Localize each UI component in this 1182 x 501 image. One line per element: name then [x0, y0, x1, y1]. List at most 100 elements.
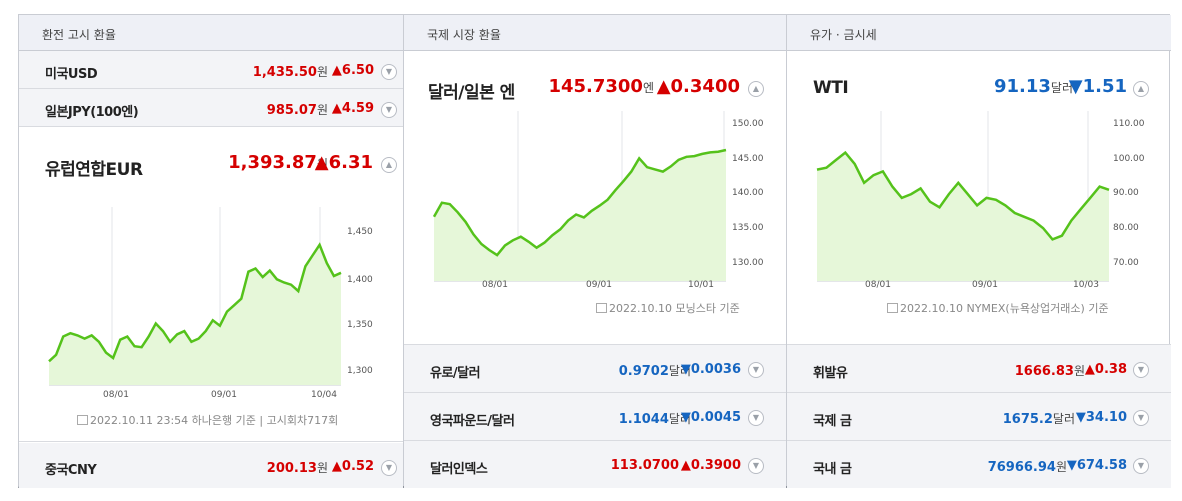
- data-source: 2022.10.10 NYMEX(뉴욕상업거래소) 기준: [887, 300, 1109, 316]
- column-international-rates: 국제 시장 환율 달러/일본 엔 145.7300엔 ▲0.3400 ▲ 150…: [404, 15, 787, 488]
- rate-change: ▲6.50: [331, 63, 374, 78]
- y-tick: 70.00: [1113, 258, 1139, 268]
- chevron-down-icon[interactable]: ▼: [381, 102, 397, 118]
- currency-label: 영국파운드/달러: [430, 414, 515, 429]
- exchange-rate-widget: 환전 고시 환율 미국USD 1,435.50원 ▲6.50 ▼ 일본JPY(1…: [18, 14, 1171, 488]
- document-icon: [77, 415, 88, 425]
- rate-value: 76966.94원: [987, 460, 1067, 475]
- currency-label: 일본JPY(100엔): [45, 105, 139, 120]
- rate-row-intl-gold[interactable]: 국제 금 1675.2달러 ▼34.10 ▼: [787, 393, 1171, 441]
- chart-line: [816, 150, 1110, 241]
- commodity-label: 국제 금: [813, 414, 852, 429]
- x-tick: 09/01: [972, 280, 998, 290]
- rate-row-gasoline[interactable]: 휘발유 1666.83원 ▲0.38 ▼: [787, 345, 1171, 393]
- x-tick: 08/01: [103, 390, 129, 400]
- rate-row-dollar-index[interactable]: 달러인덱스 113.0700 ▲0.3900 ▼: [404, 441, 786, 488]
- rate-row-jpy[interactable]: 일본JPY(100엔) 985.07원 ▲4.59 ▼: [19, 89, 403, 127]
- eur-rate-chart: 1,450 1,400 1,350 1,300 08/01 09/01 10/0…: [48, 207, 373, 400]
- rate-value: 985.07원: [266, 103, 328, 118]
- y-tick: 150.00: [732, 119, 764, 129]
- data-source: 2022.10.11 23:54 하나은행 기준 | 고시회차717회: [77, 412, 338, 428]
- chevron-down-icon[interactable]: ▼: [1133, 362, 1149, 378]
- rate-change: ▼1.51: [1068, 76, 1127, 97]
- rate-value: 1675.2달러: [1002, 412, 1075, 427]
- x-tick: 08/01: [865, 280, 891, 290]
- chevron-down-icon[interactable]: ▼: [381, 64, 397, 80]
- chevron-down-icon[interactable]: ▼: [748, 362, 764, 378]
- rate-change: ▼0.0036: [680, 362, 741, 377]
- y-tick: 1,300: [347, 366, 373, 376]
- chart-area: [817, 152, 1109, 281]
- rate-change: ▼674.58: [1066, 458, 1127, 473]
- commodity-label: WTI: [813, 78, 849, 98]
- rate-value: 1,435.50원: [252, 65, 328, 80]
- chart-line: [48, 242, 342, 363]
- x-tick: 10/01: [688, 280, 714, 290]
- commodity-label: 국내 금: [813, 462, 852, 477]
- section-header: 국제 시장 환율: [404, 15, 786, 51]
- currency-label: 중국CNY: [45, 463, 97, 478]
- x-tick: 10/03: [1073, 280, 1099, 290]
- currency-label: 유로/달러: [430, 366, 481, 381]
- rate-row-domestic-gold[interactable]: 국내 금 76966.94원 ▼674.58 ▼: [787, 441, 1171, 488]
- chevron-up-icon[interactable]: ▲: [748, 81, 764, 97]
- rate-row-cny[interactable]: 중국CNY 200.13원 ▲0.52 ▼: [19, 443, 403, 488]
- y-tick: 135.00: [732, 223, 764, 233]
- y-tick: 110.00: [1113, 119, 1145, 129]
- rate-value: 113.0700: [610, 458, 679, 473]
- chevron-up-icon[interactable]: ▲: [381, 157, 397, 173]
- rate-value: 91.13달러: [993, 76, 1073, 97]
- y-tick: 1,450: [347, 227, 373, 237]
- y-tick: 130.00: [732, 258, 764, 268]
- rate-row-eurusd[interactable]: 유로/달러 0.9702달러 ▼0.0036 ▼: [404, 345, 786, 393]
- rate-panel-eur: 유럽연합EUR 1,393.87원 ▲6.31 ▲ 1,450 1,400 1,…: [19, 127, 403, 442]
- rate-value: 1,393.87원: [228, 152, 328, 173]
- y-tick: 1,350: [347, 320, 373, 330]
- rate-row-usd[interactable]: 미국USD 1,435.50원 ▲6.50 ▼: [19, 51, 403, 89]
- rate-value: 0.9702달러: [618, 364, 691, 379]
- rate-panel-usdjpy: 달러/일본 엔 145.7300엔 ▲0.3400 ▲ 150.00 145.0…: [404, 51, 786, 345]
- y-tick: 90.00: [1113, 188, 1139, 198]
- chevron-down-icon[interactable]: ▼: [748, 458, 764, 474]
- section-header: 유가 · 금시세: [787, 15, 1171, 51]
- chevron-up-icon[interactable]: ▲: [1133, 81, 1149, 97]
- rate-change: ▲0.38: [1084, 362, 1127, 377]
- rate-change: ▼0.0045: [680, 410, 741, 425]
- column-exchange-notice: 환전 고시 환율 미국USD 1,435.50원 ▲6.50 ▼ 일본JPY(1…: [19, 15, 404, 488]
- rate-change: ▲0.52: [331, 459, 374, 474]
- chart-line: [432, 148, 727, 257]
- rate-change: ▲0.3400: [656, 76, 740, 97]
- data-source: 2022.10.10 모닝스타 기준: [596, 300, 740, 316]
- y-tick: 100.00: [1113, 154, 1145, 164]
- currency-label: 달러인덱스: [430, 462, 488, 477]
- currency-label: 달러/일본 엔: [428, 83, 515, 103]
- rate-panel-wti: WTI 91.13달러 ▼1.51 ▲ 110.00 100.00 90.00 …: [787, 51, 1171, 345]
- rate-value: 1.1044달러: [618, 412, 691, 427]
- y-tick: 140.00: [732, 188, 764, 198]
- document-icon: [887, 303, 898, 313]
- chevron-down-icon[interactable]: ▼: [1133, 410, 1149, 426]
- rate-value: 1666.83원: [1014, 364, 1085, 379]
- commodity-label: 휘발유: [813, 366, 848, 381]
- x-tick: 08/01: [482, 280, 508, 290]
- y-tick: 1,400: [347, 275, 373, 285]
- chart-area: [434, 150, 726, 281]
- rate-change: ▼34.10: [1075, 410, 1127, 425]
- x-tick: 09/01: [586, 280, 612, 290]
- rate-change: ▲4.59: [331, 101, 374, 116]
- section-header: 환전 고시 환율: [19, 15, 403, 51]
- currency-label: 미국USD: [45, 67, 98, 82]
- usdjpy-rate-chart: 150.00 145.00 140.00 135.00 130.00 08/01…: [432, 111, 764, 290]
- y-tick: 80.00: [1113, 223, 1139, 233]
- column-oil-gold: 유가 · 금시세 WTI 91.13달러 ▼1.51 ▲ 110.00 100.…: [787, 15, 1171, 488]
- chevron-down-icon[interactable]: ▼: [748, 410, 764, 426]
- chevron-down-icon[interactable]: ▼: [1133, 458, 1149, 474]
- y-tick: 145.00: [732, 154, 764, 164]
- rate-value: 200.13원: [266, 461, 328, 476]
- chart-area: [49, 244, 341, 385]
- rate-change: ▲6.31: [314, 152, 373, 173]
- chevron-down-icon[interactable]: ▼: [381, 460, 397, 476]
- wti-price-chart: 110.00 100.00 90.00 80.00 70.00 08/01 09…: [816, 111, 1145, 290]
- rate-row-gbpusd[interactable]: 영국파운드/달러 1.1044달러 ▼0.0045 ▼: [404, 393, 786, 441]
- currency-label: 유럽연합EUR: [45, 160, 143, 180]
